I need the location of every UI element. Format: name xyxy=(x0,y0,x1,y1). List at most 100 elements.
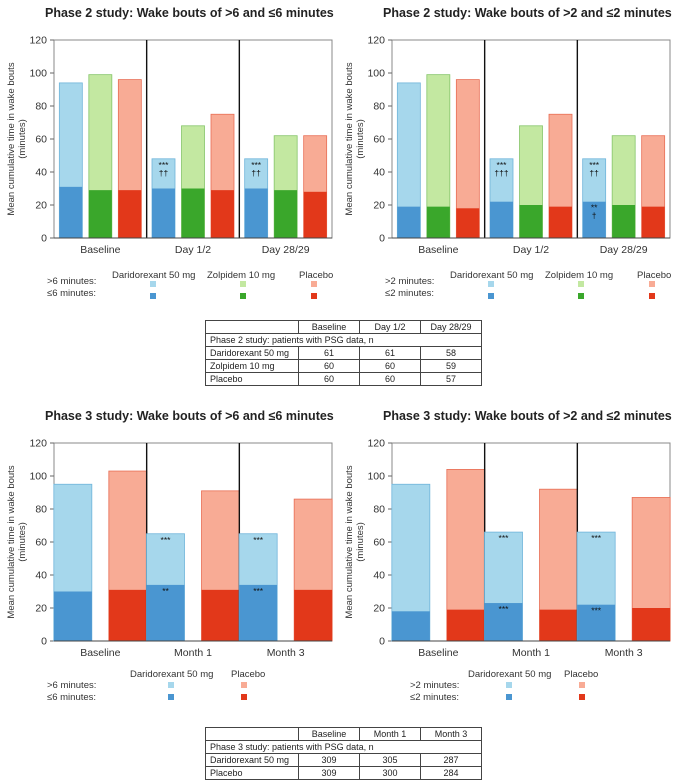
y-tick-label: 20 xyxy=(35,603,47,615)
legend-phase3-2min: >2 minutes: ≤2 minutes: Daridorexant 50 … xyxy=(338,669,676,712)
y-axis-label: Mean cumulative time in wake bouts(minut… xyxy=(344,62,366,215)
significance-annotation: *** xyxy=(253,586,264,596)
y-axis-label: Mean cumulative time in wake bouts(minut… xyxy=(344,465,366,618)
table-row: Zolpidem 10 mg 60 60 59 xyxy=(205,359,482,373)
table-header-cell xyxy=(205,320,299,334)
bar-short-segment xyxy=(108,589,147,641)
bar-short-segment xyxy=(88,190,112,238)
y-tick-label: 120 xyxy=(367,438,385,450)
bar-short-segment xyxy=(426,206,450,238)
bar-short-segment xyxy=(152,188,175,238)
legend-long-label: >6 minutes: xyxy=(47,276,97,287)
y-tick-label: 60 xyxy=(373,134,385,146)
legend-phase3-6min: >6 minutes: ≤6 minutes: Daridorexant 50 … xyxy=(0,669,338,712)
table-row: Daridorexant 50 mg 309 305 287 xyxy=(205,753,482,767)
table-caption-row: Phase 3 study: patients with PSG data, n xyxy=(205,740,482,754)
bar-short-segment xyxy=(397,206,421,238)
y-tick-label: 120 xyxy=(367,35,385,47)
y-tick-label: 120 xyxy=(29,438,47,450)
table-row: Placebo 309 300 284 xyxy=(205,766,482,780)
legend-treatment-placebo: Placebo xyxy=(564,669,599,680)
legend-treatment-zolpidem: Zolpidem 10 mg xyxy=(545,270,614,281)
y-tick-label: 60 xyxy=(373,537,385,549)
table-header-cell: Baseline xyxy=(298,320,360,334)
chart-title-phase3-6min: Phase 3 study: Wake bouts of >6 and ≤6 m… xyxy=(45,409,334,423)
table-row-label: Placebo xyxy=(205,372,299,386)
legend-phase2-2min: >2 minutes: ≤2 minutes: Daridorexant 50 … xyxy=(338,270,676,308)
y-tick-label: 0 xyxy=(379,636,385,648)
significance-annotation: *** xyxy=(159,160,170,170)
bar-short-segment xyxy=(549,206,572,238)
legend-swatch-daridorexant-short xyxy=(168,694,174,700)
plot-frame xyxy=(391,442,671,642)
table-cell: 58 xyxy=(420,346,482,360)
bar-short-segment xyxy=(490,201,513,238)
table-caption-row: Phase 2 study: patients with PSG data, n xyxy=(205,333,482,347)
bar-short-segment xyxy=(612,205,636,238)
patients-table-phase2: Baseline Day 1/2 Day 28/29 Phase 2 study… xyxy=(205,320,482,386)
y-tick-label: 0 xyxy=(379,233,385,245)
legend-swatch-zolpidem-short xyxy=(240,293,246,299)
table-row-label: Zolpidem 10 mg xyxy=(205,359,299,373)
y-tick-label: 120 xyxy=(29,35,47,47)
legend-swatch-placebo-short xyxy=(241,694,247,700)
x-category-label: Month 1 xyxy=(174,647,212,659)
significance-annotation: ††† xyxy=(494,168,508,178)
bar-short-segment xyxy=(294,589,333,641)
legend-swatch-placebo-long xyxy=(311,281,317,287)
legend-swatch-placebo-short xyxy=(579,694,585,700)
table-caption: Phase 3 study: patients with PSG data, n xyxy=(205,740,482,754)
x-category-label: Baseline xyxy=(80,244,120,256)
legend-treatment-daridorexant: Daridorexant 50 mg xyxy=(112,270,196,281)
table-header-row: Baseline Month 1 Month 3 xyxy=(205,727,482,741)
bar-short-segment xyxy=(456,208,480,238)
table-cell: 60 xyxy=(298,372,360,386)
x-category-label: Month 3 xyxy=(605,647,643,659)
legend-swatch-daridorexant-long xyxy=(150,281,156,287)
bar-short-segment xyxy=(519,205,543,238)
table-header-cell: Month 1 xyxy=(359,727,421,741)
bar-short-segment xyxy=(181,188,205,238)
legend-treatment-placebo: Placebo xyxy=(299,270,334,281)
significance-annotation: †† xyxy=(251,168,261,178)
table-row: Placebo 60 60 57 xyxy=(205,372,482,386)
bar-short-segment xyxy=(239,584,278,641)
significance-annotation: *** xyxy=(251,160,262,170)
y-axis-label: Mean cumulative time in wake bouts(minut… xyxy=(6,465,28,618)
legend-phase2-6min: >6 minutes: ≤6 minutes: Daridorexant 50 … xyxy=(0,270,338,308)
plot-frame xyxy=(53,442,333,642)
x-category-label: Month 1 xyxy=(512,647,550,659)
significance-annotation: *** xyxy=(591,533,602,543)
y-tick-label: 20 xyxy=(373,200,385,212)
legend-swatch-daridorexant-long xyxy=(506,682,512,688)
legend-long-label: >2 minutes: xyxy=(385,276,435,287)
bar-short-segment xyxy=(201,589,240,641)
bar-short-segment xyxy=(59,186,83,238)
significance-annotation: *** xyxy=(499,604,510,614)
legend-swatch-placebo-short xyxy=(649,293,655,299)
y-tick-label: 40 xyxy=(35,167,47,179)
x-category-label: Baseline xyxy=(418,244,458,256)
significance-annotation: *** xyxy=(589,160,600,170)
table-cell: 60 xyxy=(298,359,360,373)
legend-treatment-daridorexant: Daridorexant 50 mg xyxy=(450,270,534,281)
legend-short-label: ≤2 minutes: xyxy=(410,692,460,703)
table-header-cell: Day 1/2 xyxy=(359,320,421,334)
bar-short-segment xyxy=(446,609,485,641)
bar-short-segment xyxy=(577,604,616,641)
y-tick-label: 40 xyxy=(35,570,47,582)
legend-treatment-daridorexant: Daridorexant 50 mg xyxy=(130,669,214,680)
bar-short-segment xyxy=(274,190,298,238)
y-tick-label: 100 xyxy=(367,68,385,80)
legend-swatch-placebo-long xyxy=(241,682,247,688)
table-cell: 57 xyxy=(420,372,482,386)
table-row-label: Daridorexant 50 mg xyxy=(205,346,299,360)
table-cell: 61 xyxy=(298,346,360,360)
table-cell: 287 xyxy=(420,753,482,767)
significance-annotation: *** xyxy=(161,535,172,545)
legend-swatch-daridorexant-short xyxy=(488,293,494,299)
legend-short-label: ≤6 minutes: xyxy=(47,692,97,703)
y-tick-label: 80 xyxy=(373,504,385,516)
chart-phase3-6min: 0 20 40 60 80 100 120 Mean cumulative time in w… xyxy=(6,438,333,659)
y-axis-label: Mean cumulative time in wake bouts(minut… xyxy=(6,62,28,215)
